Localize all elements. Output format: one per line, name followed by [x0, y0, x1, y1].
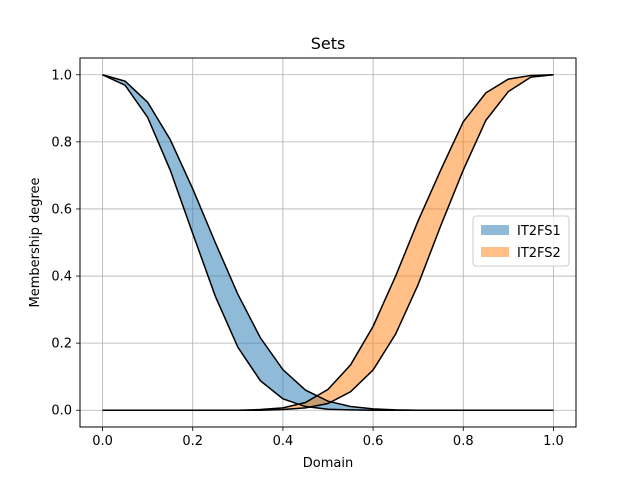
x-axis-label: Domain	[303, 456, 353, 471]
plot-frame	[79, 57, 577, 428]
x-tick-label: 1.0	[543, 434, 564, 449]
plot-areas	[102, 74, 554, 411]
chart-title: Sets	[311, 34, 346, 53]
legend-swatch	[481, 247, 509, 257]
plot-lines	[102, 74, 554, 411]
legend-swatch	[481, 225, 509, 235]
ticks: 0.0 0.2 0.4 0.6 0.8 1.0 0.0 0.2 0.4 0.6 0.8 1.0	[51, 68, 563, 449]
legend: IT2FS1 IT2FS2	[472, 215, 570, 267]
y-tick-label: 0.4	[51, 270, 72, 285]
y-axis-label: Membership degree	[28, 177, 43, 307]
legend-label: IT2FS2	[517, 246, 561, 261]
x-tick-label: 0.4	[273, 434, 294, 449]
y-tick-label: 0.8	[51, 135, 72, 150]
x-tick-label: 0.2	[182, 434, 203, 449]
y-tick-label: 0.2	[51, 337, 72, 352]
legend-label: IT2FS1	[517, 224, 561, 239]
y-tick-label: 0.6	[51, 202, 72, 217]
lower-line-it2fs2	[102, 74, 554, 411]
area-it2fs1	[102, 74, 554, 411]
x-tick-label: 0.6	[363, 434, 384, 449]
x-tick-label: 0.0	[92, 434, 113, 449]
y-tick-label: 0.0	[51, 404, 72, 419]
y-tick-label: 1.0	[51, 68, 72, 83]
x-tick-label: 0.8	[453, 434, 474, 449]
lower-line-it2fs1	[102, 74, 554, 411]
